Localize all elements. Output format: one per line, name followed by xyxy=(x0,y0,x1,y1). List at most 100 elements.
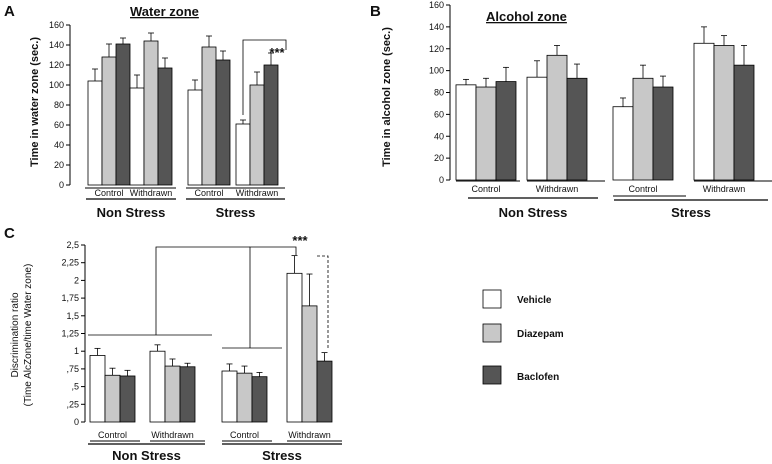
bar-a-vehicle-3 xyxy=(235,123,251,186)
bar-a-diazepam-0 xyxy=(101,56,117,186)
category-label-c-3: Withdrawn xyxy=(288,430,331,440)
bar-b-baclofen-1 xyxy=(566,77,588,181)
bar-c-baclofen-2 xyxy=(251,376,268,423)
ylabel-panel-c: Discrimination ratio xyxy=(10,292,21,377)
y-tick-label-b-2: 40 xyxy=(434,131,444,141)
group-label-a-1: Stress xyxy=(216,205,256,220)
y-tick-label-a-1: 20 xyxy=(54,160,64,170)
bar-a-vehicle-0 xyxy=(87,80,103,186)
group-label-c-0: Non Stress xyxy=(112,448,181,463)
y-tick-label-a-3: 60 xyxy=(54,120,64,130)
bar-a-vehicle-2 xyxy=(187,89,203,186)
bar-a-baclofen-2 xyxy=(215,59,231,186)
bar-c-diazepam-1 xyxy=(164,365,181,423)
legend-swatch-baclofen xyxy=(482,365,502,385)
bar-b-diazepam-2 xyxy=(632,77,654,181)
y-tick-label-b-5: 100 xyxy=(429,66,444,76)
y-tick-label-b-0: 0 xyxy=(439,175,444,185)
y-tick-label-c-0: 0 xyxy=(74,417,79,427)
bar-b-baclofen-2 xyxy=(652,86,674,181)
y-tick-label-a-0: 0 xyxy=(59,180,64,190)
bar-a-vehicle-1 xyxy=(129,87,145,186)
legend-label-diazepam: Diazepam xyxy=(517,329,564,340)
bar-c-baclofen-1 xyxy=(179,366,196,423)
bar-b-vehicle-3 xyxy=(693,42,715,181)
group-label-c-1: Stress xyxy=(262,448,302,463)
y-tick-label-b-6: 120 xyxy=(429,44,444,54)
bar-c-diazepam-2 xyxy=(236,372,253,423)
bar-c-vehicle-0 xyxy=(89,355,106,423)
legend-swatch-diazepam xyxy=(482,323,502,343)
y-tick-label-a-4: 80 xyxy=(54,100,64,110)
y-tick-label-c-7: 1,75 xyxy=(61,293,79,303)
title-alcohol-zone: Alcohol zone xyxy=(486,9,567,24)
y-tick-label-b-8: 160 xyxy=(429,0,444,10)
category-label-c-2: Control xyxy=(230,430,259,440)
bar-b-vehicle-2 xyxy=(612,106,634,181)
bar-b-vehicle-1 xyxy=(526,76,548,181)
ylabel-panel-b: Time in alcohol zone (sec.) xyxy=(381,27,393,167)
bar-c-diazepam-0 xyxy=(104,374,121,423)
bracket-c-top xyxy=(155,246,250,335)
y-tick-label-c-6: 1,5 xyxy=(66,311,79,321)
group-label-b-1: Stress xyxy=(671,205,711,220)
y-tick-label-b-1: 20 xyxy=(434,153,444,163)
bar-c-baclofen-3 xyxy=(316,360,333,423)
panel-a-chart: 0 20 40 60 80 100 120 140 160 Control Withdrawn Con… xyxy=(49,20,287,220)
bar-c-diazepam-3 xyxy=(301,305,318,423)
category-label-a-1: Withdrawn xyxy=(130,188,173,198)
category-label-a-3: Withdrawn xyxy=(236,188,279,198)
y-tick-label-c-9: 2,25 xyxy=(61,258,79,268)
legend-label-vehicle: Vehicle xyxy=(517,295,552,306)
category-label-b-0: Control xyxy=(471,184,500,194)
y-tick-label-b-7: 140 xyxy=(429,22,444,32)
panel-b-chart: 0 20 40 60 80 100 120 140 160 Control Withdrawn Con… xyxy=(429,0,772,220)
category-label-b-2: Control xyxy=(628,184,657,194)
legend-label-baclofen: Baclofen xyxy=(517,372,559,383)
bar-a-diazepam-3 xyxy=(249,84,265,186)
y-tick-label-c-3: ,75 xyxy=(66,364,79,374)
bracket-c-dashed xyxy=(317,255,329,350)
y-tick-label-c-8: 2 xyxy=(74,275,79,285)
y-tick-label-a-6: 120 xyxy=(49,60,64,70)
category-label-a-2: Control xyxy=(194,188,223,198)
ylabel-panel-a: Time in water zone (sec.) xyxy=(29,37,41,167)
panel-letter-b: B xyxy=(370,3,381,20)
bar-b-baclofen-0 xyxy=(495,81,517,181)
group-label-b-0: Non Stress xyxy=(499,205,568,220)
bar-a-baclofen-3 xyxy=(263,64,279,186)
category-label-c-0: Control xyxy=(98,430,127,440)
panel-letter-a: A xyxy=(4,3,15,20)
y-tick-label-b-3: 60 xyxy=(434,109,444,119)
ylabel2-panel-c: (Time AlcZone/time Water zone) xyxy=(23,264,34,407)
bar-c-baclofen-0 xyxy=(119,375,136,423)
title-water-zone: Water zone xyxy=(130,4,199,19)
panel-c-chart: 0 ,25 ,5 ,75 1 1,25 1,5 1,75 2 2,25 2,5 Control With… xyxy=(61,233,342,463)
bar-b-diazepam-3 xyxy=(713,45,735,181)
legend: Vehicle Diazepam Baclofen xyxy=(482,289,564,385)
bar-c-vehicle-3 xyxy=(286,272,303,423)
y-tick-label-a-7: 140 xyxy=(49,40,64,50)
y-tick-label-b-4: 80 xyxy=(434,88,444,98)
significance-bracket-a xyxy=(242,39,287,115)
bracket-c-stress xyxy=(249,246,297,348)
category-label-c-1: Withdrawn xyxy=(151,430,194,440)
legend-swatch-vehicle xyxy=(482,289,502,309)
bar-c-vehicle-2 xyxy=(221,370,238,423)
bar-a-diazepam-2 xyxy=(201,46,217,186)
panel-letter-c: C xyxy=(4,225,15,242)
bar-b-baclofen-3 xyxy=(733,64,755,181)
bar-b-diazepam-0 xyxy=(475,86,497,181)
y-tick-label-c-10: 2,5 xyxy=(66,240,79,250)
bar-a-baclofen-1 xyxy=(157,67,173,186)
category-label-b-3: Withdrawn xyxy=(703,184,746,194)
category-label-b-1: Withdrawn xyxy=(536,184,579,194)
group-label-a-0: Non Stress xyxy=(97,205,166,220)
bar-c-vehicle-1 xyxy=(149,350,166,423)
bar-b-diazepam-1 xyxy=(546,54,568,181)
significance-label-a: *** xyxy=(269,45,285,60)
significance-label-c: *** xyxy=(292,233,308,248)
y-tick-label-a-2: 40 xyxy=(54,140,64,150)
bar-a-diazepam-1 xyxy=(143,40,159,186)
